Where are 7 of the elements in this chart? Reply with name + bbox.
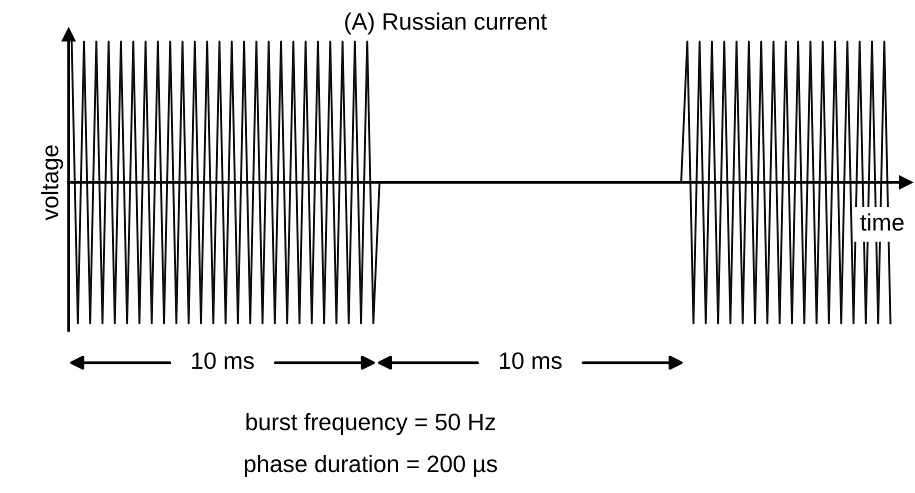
text: 10 ms: [500, 352, 562, 370]
x-axis-title: time: [860, 213, 904, 231]
chart-title: (A) Russian current: [345, 12, 547, 34]
text: burst frequency = 50 Hz: [246, 412, 496, 435]
y-axis-title: voltage: [41, 145, 64, 220]
text: 10 ms: [192, 352, 254, 370]
text: phase duration = 200 µs: [244, 454, 497, 477]
